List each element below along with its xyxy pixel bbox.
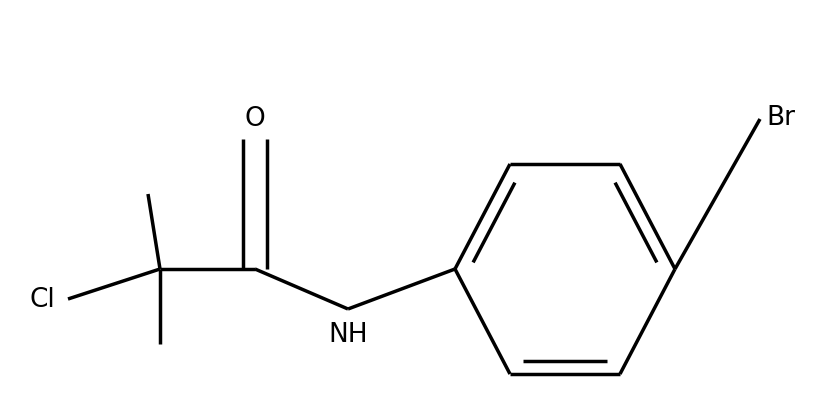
Text: NH: NH	[328, 321, 367, 347]
Text: Br: Br	[765, 105, 794, 131]
Text: Cl: Cl	[29, 286, 55, 312]
Text: O: O	[244, 106, 265, 132]
